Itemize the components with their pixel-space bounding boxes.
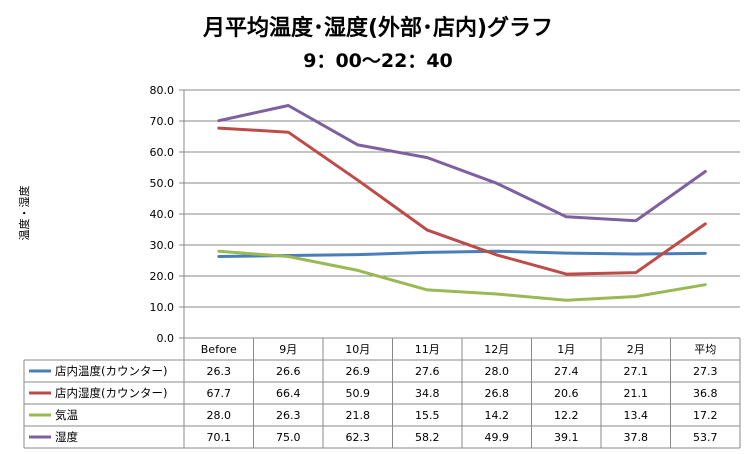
data-label: 13.4 (624, 409, 649, 422)
category-label: 11月 (415, 343, 440, 356)
legend-label: 湿度 (55, 430, 78, 444)
data-label: 62.3 (346, 431, 371, 444)
data-label: 27.3 (693, 365, 718, 378)
y-tick-label: 80.0 (150, 84, 175, 97)
data-label: 27.4 (554, 365, 579, 378)
data-label: 26.8 (485, 387, 510, 400)
data-label: 28.0 (485, 365, 510, 378)
category-label: 1月 (557, 343, 575, 356)
y-tick-label: 10.0 (150, 301, 175, 314)
data-label: 26.6 (276, 365, 301, 378)
y-tick-label: 70.0 (150, 115, 175, 128)
data-label: 12.2 (554, 409, 579, 422)
y-tick-label: 0.0 (157, 332, 175, 345)
data-label: 67.7 (207, 387, 232, 400)
data-label: 21.8 (346, 409, 371, 422)
data-label: 75.0 (276, 431, 301, 444)
category-label: 10月 (345, 343, 370, 356)
y-tick-label: 30.0 (150, 239, 175, 252)
category-label: 12月 (484, 343, 509, 356)
series-line (217, 126, 707, 276)
y-tick-label: 20.0 (150, 270, 175, 283)
series-line (217, 104, 707, 223)
series-line (217, 249, 707, 258)
data-label: 34.8 (415, 387, 440, 400)
data-label: 15.5 (415, 409, 440, 422)
data-label: 17.2 (693, 409, 718, 422)
data-label: 27.6 (415, 365, 440, 378)
data-label: 53.7 (693, 431, 718, 444)
data-label: 14.2 (485, 409, 510, 422)
chart-subtitle: 9：00～22：40 (303, 50, 453, 72)
category-label: 9月 (279, 343, 297, 356)
category-label: 平均 (694, 343, 716, 356)
chart-title: 月平均温度･湿度(外部･店内)グラフ (202, 16, 554, 41)
data-label: 26.3 (276, 409, 301, 422)
data-label: 37.8 (624, 431, 649, 444)
data-label: 26.9 (346, 365, 371, 378)
data-label: 27.1 (624, 365, 649, 378)
category-label: Before (201, 343, 237, 356)
data-label: 36.8 (693, 387, 718, 400)
data-label: 20.6 (554, 387, 579, 400)
y-tick-label: 40.0 (150, 208, 175, 221)
data-label: 49.9 (485, 431, 510, 444)
data-label: 50.9 (346, 387, 371, 400)
legend-label: 店内温度(カウンター) (55, 364, 167, 378)
data-label: 58.2 (415, 431, 440, 444)
data-label: 21.1 (624, 387, 649, 400)
legend-label: 店内湿度(カウンター) (55, 386, 167, 400)
data-label: 26.3 (207, 365, 232, 378)
data-label: 66.4 (276, 387, 301, 400)
data-label: 28.0 (207, 409, 232, 422)
series-line (217, 249, 707, 302)
data-label: 39.1 (554, 431, 579, 444)
category-label: 2月 (627, 343, 645, 356)
y-tick-label: 50.0 (150, 177, 175, 190)
legend-label: 気温 (55, 408, 78, 422)
data-label: 70.1 (207, 431, 232, 444)
y-tick-label: 60.0 (150, 146, 175, 159)
